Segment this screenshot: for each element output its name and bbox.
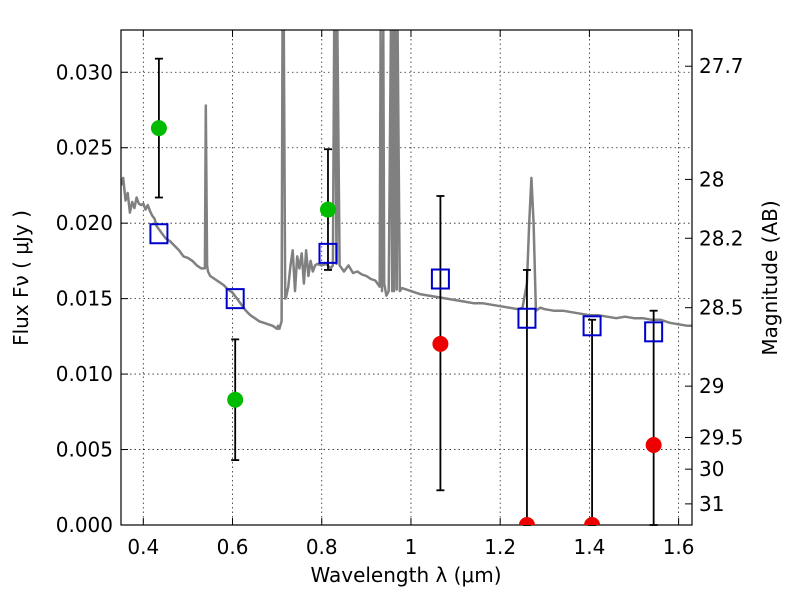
- y-tick-label: 0.010: [56, 362, 113, 386]
- non-detection-point: [645, 437, 662, 454]
- y2-axis-label: Magnitude (AB): [758, 200, 782, 355]
- y-tick-label: 0.005: [56, 438, 113, 462]
- model-flux-box: [318, 242, 338, 264]
- detection-point: [319, 201, 336, 218]
- y2-tick-label: 29.5: [699, 425, 744, 449]
- non-detection-point: [518, 517, 535, 525]
- y-tick-label: 0.020: [56, 211, 113, 235]
- x-tick-label: 1.4: [573, 535, 605, 559]
- grid-lines: [121, 30, 692, 526]
- y2-tick-label: 31: [699, 492, 724, 516]
- y2-tick-label: 29: [699, 374, 724, 398]
- model-flux-box: [582, 315, 602, 337]
- detection-point: [150, 120, 167, 137]
- non-detection-point: [432, 335, 449, 352]
- detection-point: [227, 391, 244, 408]
- model-flux-box: [149, 223, 169, 245]
- x-tick-label: 0.6: [217, 535, 249, 559]
- y2-tick-label: 28.2: [699, 226, 744, 250]
- model-flux-box: [644, 321, 664, 343]
- x-tick-label: 1.2: [484, 535, 516, 559]
- x-tick-label: 1: [405, 535, 418, 559]
- y-axis-label: Flux Fν ( μJy ): [9, 210, 33, 346]
- y2-tick-label: 27.7: [699, 54, 744, 78]
- x-tick-label: 1.6: [663, 535, 695, 559]
- y-tick-label: 0.025: [56, 136, 113, 160]
- data-marks: [149, 57, 664, 526]
- plot-area: [121, 30, 692, 331]
- model-flux-box: [517, 307, 537, 329]
- axes: 0.4 0.6 0.8 1 1.2 1.4 1.6 0.000 0.005 0.010 0.015 0…: [56, 29, 744, 559]
- plot-frame: [120, 29, 693, 526]
- model-flux-box: [430, 268, 450, 290]
- non-detection-point: [584, 517, 601, 525]
- y-tick-label: 0.015: [56, 287, 113, 311]
- y-tick-label: 0.030: [56, 60, 113, 84]
- x-tick-label: 0.4: [127, 535, 159, 559]
- model-flux-box: [225, 288, 245, 310]
- y2-tick-label: 28: [699, 167, 724, 191]
- y2-tick-label: 30: [699, 457, 724, 481]
- x-axis-label: Wavelength λ (μm): [310, 563, 501, 587]
- x-tick-label: 0.8: [306, 535, 338, 559]
- spectrum-line: [121, 30, 692, 331]
- y-tick-label: 0.000: [56, 513, 113, 537]
- y2-tick-label: 28.5: [699, 296, 744, 320]
